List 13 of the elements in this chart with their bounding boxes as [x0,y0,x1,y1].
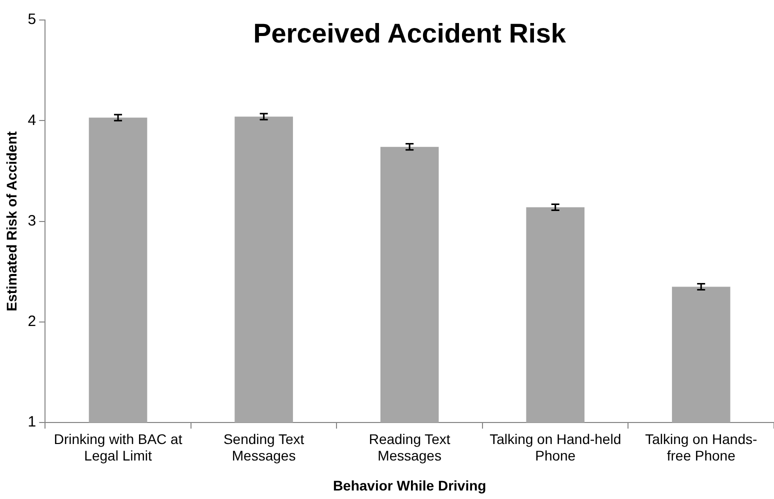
x-tick-label: Sending Text Messages [223,430,304,464]
y-tick-label: 5 [28,11,36,28]
y-tick-label: 3 [28,212,36,230]
x-tick-label: Talking on Hand-held Phone [490,430,622,464]
y-axis-title: Estimated Risk of Accident [3,130,20,312]
x-tick-label: Talking on Hands-free Phone [645,430,758,464]
y-tick-label: 4 [28,112,36,129]
y-tick-label: 1 [28,414,36,431]
y-tick-label: 2 [28,313,36,330]
chart-title: Perceived Accident Risk [253,18,567,48]
x-tick-label: Reading Text Messages [368,430,450,464]
x-axis-title: Behavior While Driving [332,477,486,494]
x-tick-label: Drinking with BAC at Legal Limit [54,430,182,464]
